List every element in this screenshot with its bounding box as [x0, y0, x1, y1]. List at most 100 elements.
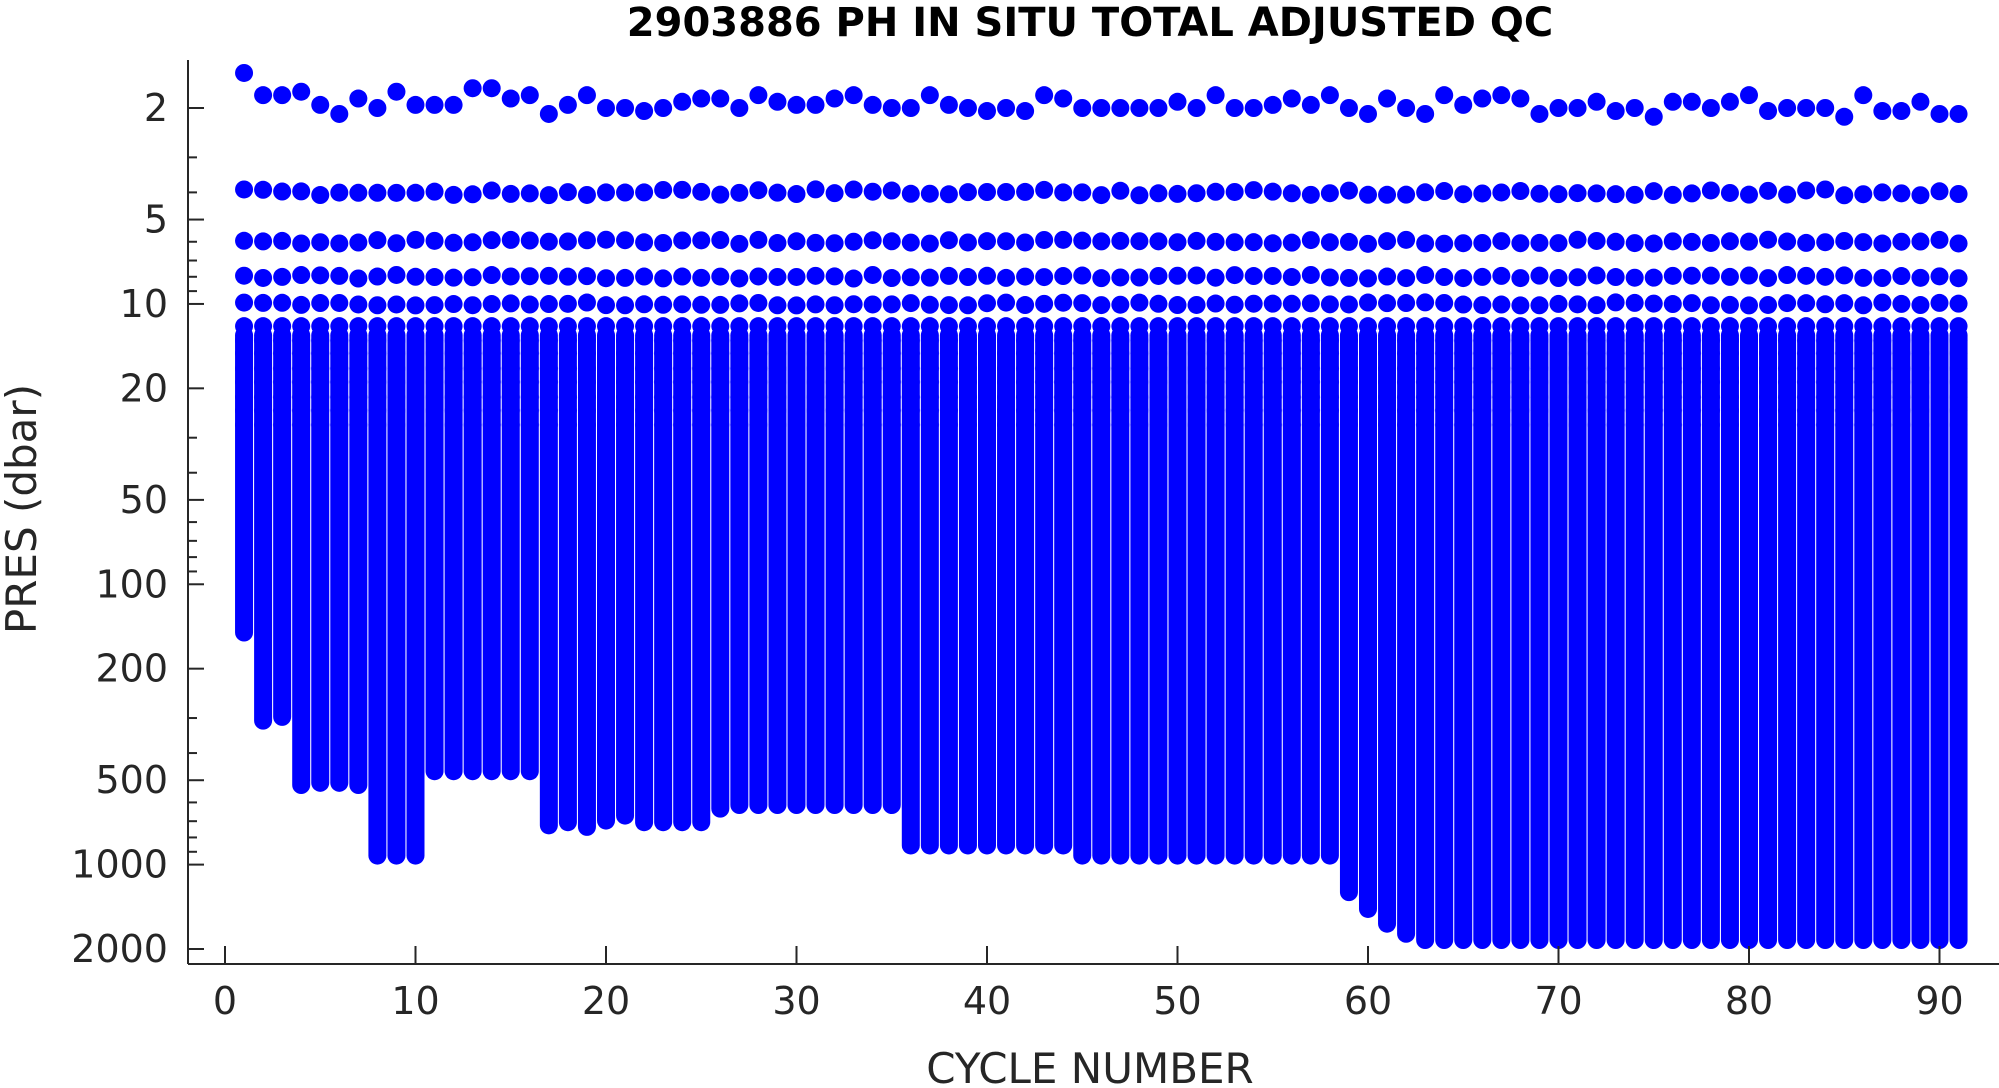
data-point [1778, 359, 1797, 378]
data-point [882, 181, 901, 200]
data-point [1092, 232, 1111, 251]
data-point [349, 89, 368, 108]
data-point [1473, 359, 1492, 378]
data-point [1244, 317, 1263, 336]
data-point [1930, 373, 1949, 392]
cycle-profile-11 [425, 95, 444, 781]
data-point [1092, 296, 1111, 315]
data-point [939, 359, 958, 378]
data-point [1701, 233, 1720, 252]
data-point [1892, 401, 1911, 420]
data-point [844, 388, 863, 407]
data-point [806, 388, 825, 407]
data-point [920, 295, 939, 314]
data-point [1549, 234, 1568, 253]
cycle-profile-90 [1930, 104, 1949, 949]
cycle-profile-71 [1568, 99, 1587, 949]
data-point [1873, 344, 1892, 363]
data-point [368, 331, 387, 350]
cycle-profile-63 [1416, 104, 1435, 949]
y-tick-label: 50 [120, 478, 168, 522]
data-point [349, 233, 368, 252]
data-point [425, 359, 444, 378]
data-point [1816, 99, 1835, 117]
data-point [1759, 415, 1778, 434]
data-point [1816, 331, 1835, 350]
data-point [1282, 373, 1301, 392]
data-point [901, 331, 920, 350]
data-point [1473, 388, 1492, 407]
data-point [673, 331, 692, 350]
data-point [1816, 359, 1835, 378]
data-point [558, 317, 577, 336]
data-point [1320, 268, 1339, 287]
profile-column [1930, 326, 1949, 949]
cycle-profile-48 [1130, 99, 1149, 865]
data-point [1778, 232, 1797, 251]
data-point [1759, 344, 1778, 363]
data-point [444, 95, 463, 114]
data-point [539, 104, 558, 123]
data-point [1587, 231, 1606, 250]
data-point [1397, 230, 1416, 249]
data-point [692, 359, 711, 378]
data-point [1301, 401, 1320, 420]
data-point [1111, 415, 1130, 434]
data-point [1587, 415, 1606, 434]
data-point [235, 373, 254, 392]
data-point [882, 317, 901, 336]
data-point [1549, 344, 1568, 363]
profile-column [768, 326, 787, 815]
data-point [1206, 86, 1225, 105]
profile-column [349, 326, 368, 795]
data-point [1378, 373, 1397, 392]
data-point [1663, 401, 1682, 420]
data-point [1511, 331, 1530, 350]
data-point [1778, 331, 1797, 350]
data-point [654, 99, 673, 117]
data-point [1854, 86, 1873, 105]
data-point [1035, 230, 1054, 249]
data-point [654, 415, 673, 434]
data-point [711, 89, 730, 108]
data-point [254, 293, 273, 312]
profile-column [1530, 326, 1549, 949]
data-point [349, 359, 368, 378]
data-point [349, 295, 368, 314]
data-point [616, 401, 635, 420]
data-point [1568, 344, 1587, 363]
data-point [1949, 104, 1968, 123]
data-point [768, 296, 787, 315]
cycle-profile-10 [406, 95, 425, 865]
data-point [1682, 92, 1701, 111]
data-point [1740, 266, 1758, 285]
data-point [997, 359, 1016, 378]
cycle-profile-62 [1397, 99, 1416, 943]
data-point [1054, 230, 1073, 249]
data-point [1682, 266, 1701, 285]
data-point [1206, 401, 1225, 420]
data-point [235, 415, 254, 434]
profile-column [1568, 326, 1587, 949]
data-point [1854, 331, 1873, 350]
data-point [235, 317, 254, 336]
data-point [292, 344, 311, 363]
data-point [920, 344, 939, 363]
data-point [1835, 294, 1854, 313]
data-point [1473, 401, 1492, 420]
data-point [1339, 373, 1358, 392]
data-point [673, 295, 692, 314]
data-point [787, 95, 806, 114]
data-point [1168, 331, 1187, 350]
data-point [1339, 232, 1358, 251]
data-point [558, 373, 577, 392]
x-tick-label: 80 [1725, 979, 1773, 1023]
data-point [1797, 317, 1816, 336]
cycle-profile-80 [1740, 86, 1758, 949]
data-point [501, 415, 520, 434]
data-point [425, 268, 444, 287]
data-point [1549, 99, 1568, 117]
cycle-profile-53 [1225, 99, 1244, 865]
data-point [1911, 92, 1930, 111]
data-point [1092, 317, 1111, 336]
